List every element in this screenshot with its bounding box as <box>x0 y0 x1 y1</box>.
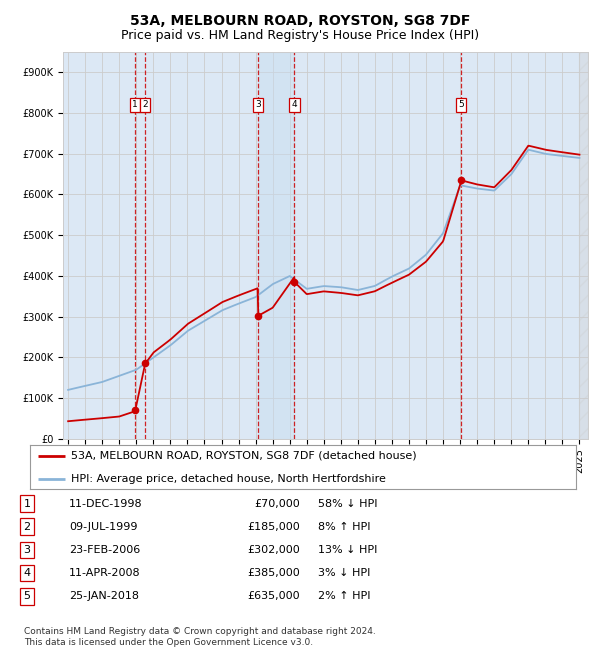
Text: 3: 3 <box>23 545 31 555</box>
Text: 8% ↑ HPI: 8% ↑ HPI <box>318 522 371 532</box>
Text: £385,000: £385,000 <box>247 568 300 578</box>
Text: 11-APR-2008: 11-APR-2008 <box>69 568 140 578</box>
Text: 2% ↑ HPI: 2% ↑ HPI <box>318 592 371 601</box>
Text: 13% ↓ HPI: 13% ↓ HPI <box>318 545 377 555</box>
Text: 5: 5 <box>23 592 31 601</box>
Text: Contains HM Land Registry data © Crown copyright and database right 2024.
This d: Contains HM Land Registry data © Crown c… <box>24 627 376 647</box>
Text: £70,000: £70,000 <box>254 499 300 508</box>
Text: 25-JAN-2018: 25-JAN-2018 <box>69 592 139 601</box>
Text: HPI: Average price, detached house, North Hertfordshire: HPI: Average price, detached house, Nort… <box>71 474 386 484</box>
Text: £635,000: £635,000 <box>247 592 300 601</box>
Text: 09-JUL-1999: 09-JUL-1999 <box>69 522 137 532</box>
Text: 58% ↓ HPI: 58% ↓ HPI <box>318 499 377 508</box>
Text: 2: 2 <box>23 522 31 532</box>
Text: £185,000: £185,000 <box>247 522 300 532</box>
Text: 53A, MELBOURN ROAD, ROYSTON, SG8 7DF (detached house): 53A, MELBOURN ROAD, ROYSTON, SG8 7DF (de… <box>71 450 416 461</box>
Text: 23-FEB-2006: 23-FEB-2006 <box>69 545 140 555</box>
Text: Price paid vs. HM Land Registry's House Price Index (HPI): Price paid vs. HM Land Registry's House … <box>121 29 479 42</box>
Text: 1: 1 <box>23 499 31 508</box>
Text: 5: 5 <box>458 100 464 109</box>
Text: £302,000: £302,000 <box>247 545 300 555</box>
Text: 2: 2 <box>142 100 148 109</box>
Text: 4: 4 <box>23 568 31 578</box>
Text: 4: 4 <box>292 100 297 109</box>
Text: 3: 3 <box>255 100 261 109</box>
Text: 11-DEC-1998: 11-DEC-1998 <box>69 499 143 508</box>
Bar <box>258 52 295 439</box>
Bar <box>580 52 588 439</box>
Text: 1: 1 <box>133 100 138 109</box>
Text: 53A, MELBOURN ROAD, ROYSTON, SG8 7DF: 53A, MELBOURN ROAD, ROYSTON, SG8 7DF <box>130 14 470 29</box>
Text: 3% ↓ HPI: 3% ↓ HPI <box>318 568 370 578</box>
